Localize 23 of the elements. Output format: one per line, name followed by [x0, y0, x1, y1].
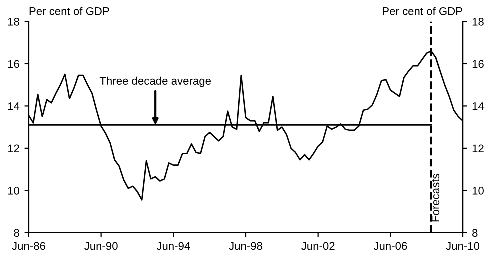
- y-tick-label: 16: [8, 60, 20, 68]
- x-tick-label: Jun-06: [374, 242, 408, 250]
- y-tick-label: 12: [8, 144, 20, 152]
- ref-line-label: Forecasts: [432, 174, 440, 222]
- y2-tick-label: 10: [472, 186, 484, 195]
- y-tick-label: 14: [8, 102, 20, 110]
- y-tick-label: 8: [14, 229, 20, 238]
- x-tick-label: Jun-86: [12, 242, 46, 250]
- y2-tick-label: 12: [472, 144, 484, 152]
- y2-axis-title: Per cent of GDP: [383, 7, 462, 16]
- x-tick-label: Jun-90: [84, 242, 118, 250]
- x-tick-label: Jun-10: [446, 242, 480, 250]
- y2-tick-label: 14: [472, 102, 484, 110]
- y2-tick-label: 16: [472, 60, 484, 68]
- y-tick-label: 10: [8, 186, 20, 195]
- y2-tick-label: 18: [472, 18, 484, 26]
- x-tick-label: Jun-94: [156, 242, 190, 250]
- annotation: Three decade average: [100, 76, 211, 88]
- x-tick-label: Jun-02: [302, 242, 335, 250]
- x-tick-label: Jun-98: [229, 242, 262, 250]
- y-axis-title: Per cent of GDP: [30, 7, 110, 16]
- y-tick-label: 18: [8, 18, 20, 26]
- y2-tick-label: 8: [472, 229, 478, 238]
